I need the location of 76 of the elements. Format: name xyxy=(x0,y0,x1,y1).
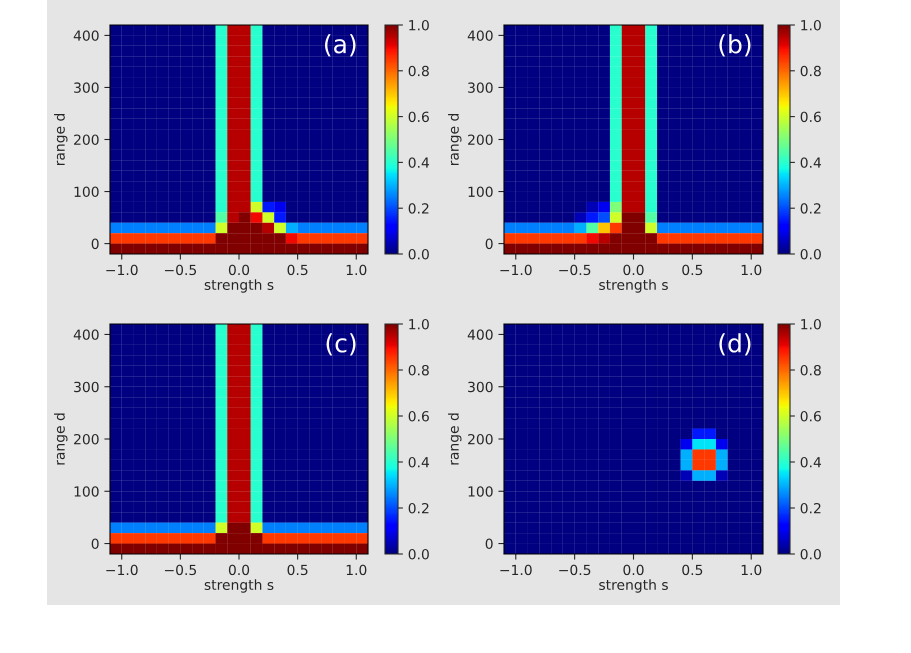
x-tick-label: 0.0 xyxy=(623,564,644,576)
color-bar-label: 0.0 xyxy=(408,548,429,560)
x-tick-label: 0.0 xyxy=(228,264,250,276)
color-bar-label: 0.2 xyxy=(408,203,428,214)
y-tick-label: 0 xyxy=(92,538,99,550)
x-tick-label: −1.0 xyxy=(500,264,532,276)
y-tick-label: 200 xyxy=(74,134,99,145)
y-tick-label: 100 xyxy=(74,486,99,497)
color-bar-label: 0.4 xyxy=(408,157,430,168)
x-axis-title: strength s xyxy=(599,279,668,293)
color-bar-label: 0.8 xyxy=(408,364,429,376)
color-bar-label: 0.2 xyxy=(408,502,428,514)
x-tick-label: 0.5 xyxy=(288,264,308,276)
color-bar-label: 0.0 xyxy=(408,248,429,260)
y-tick-label: 200 xyxy=(468,134,493,145)
x-tick-label: −1.0 xyxy=(106,564,138,576)
x-tick-label: −0.5 xyxy=(559,264,590,276)
y-tick-label: 200 xyxy=(468,434,493,444)
color-bar-label: 0.8 xyxy=(408,66,429,76)
x-tick-label: 0.0 xyxy=(228,564,250,576)
color-bar-label: 0.0 xyxy=(800,248,821,260)
y-tick-label: 400 xyxy=(468,329,493,340)
color-bar-label: 1.0 xyxy=(801,318,821,330)
x-tick-label: 0.0 xyxy=(623,264,644,276)
annotation: (d) xyxy=(719,333,750,356)
color-bar-label: 0.2 xyxy=(800,203,820,214)
x-tick-label: 0.5 xyxy=(288,564,308,576)
x-tick-label: −0.5 xyxy=(164,264,196,276)
y-tick-label: 100 xyxy=(468,486,493,497)
y-tick-label: 0 xyxy=(486,538,493,550)
y-tick-label: 300 xyxy=(74,382,99,392)
y-tick-label: 400 xyxy=(74,329,99,340)
x-tick-label: 0.5 xyxy=(682,564,702,576)
color-bar-label: 0.6 xyxy=(800,112,821,122)
color-bar-label: 0.8 xyxy=(800,66,821,76)
y-tick-label: 300 xyxy=(468,82,493,93)
color-bar-label: 1.0 xyxy=(409,20,429,30)
x-tick-label: −1.0 xyxy=(500,564,532,576)
y-tick-label: 0 xyxy=(92,238,99,250)
color-bar-label: 0.6 xyxy=(408,410,429,422)
y-axis-title: range d xyxy=(448,413,462,465)
y-tick-label: 100 xyxy=(468,186,493,198)
color-bar-label: 1.0 xyxy=(409,318,429,330)
y-tick-label: 300 xyxy=(468,382,493,392)
color-bar-label: 0.6 xyxy=(800,410,821,422)
y-tick-label: 400 xyxy=(468,30,493,41)
annotation: (b) xyxy=(719,34,750,56)
y-axis-title: range d xyxy=(448,114,462,166)
y-tick-label: 100 xyxy=(74,186,99,198)
x-tick-label: −1.0 xyxy=(106,264,138,276)
x-tick-label: −0.5 xyxy=(164,564,196,576)
color-bar-label: 0.4 xyxy=(800,157,822,168)
x-tick-label: 1.0 xyxy=(742,564,762,576)
y-axis-title: range d xyxy=(54,413,68,465)
color-bar-label: 0.6 xyxy=(408,112,429,122)
color-bar-label: 1.0 xyxy=(801,20,821,30)
x-tick-label: 1.0 xyxy=(346,564,366,576)
color-bar-label: 0.4 xyxy=(408,456,430,468)
x-axis-title: strength s xyxy=(204,279,274,293)
x-tick-label: −0.5 xyxy=(559,564,590,576)
y-axis-title: range d xyxy=(54,114,68,166)
color-bar-label: 0.4 xyxy=(800,456,822,468)
y-tick-label: 300 xyxy=(74,82,99,93)
color-bar-label: 0.0 xyxy=(800,548,821,560)
x-tick-label: 0.5 xyxy=(682,264,702,276)
x-axis-title: strength s xyxy=(204,579,274,593)
x-tick-label: 1.0 xyxy=(742,264,762,276)
y-tick-label: 400 xyxy=(74,30,99,41)
x-axis-title: strength s xyxy=(599,579,668,593)
y-tick-label: 0 xyxy=(486,238,493,250)
x-tick-label: 1.0 xyxy=(346,264,366,276)
color-bar-label: 0.2 xyxy=(800,502,820,514)
y-tick-label: 200 xyxy=(74,434,99,444)
annotation: (a) xyxy=(325,34,356,56)
annotation: (c) xyxy=(326,333,356,356)
color-bar-label: 0.8 xyxy=(800,364,821,376)
